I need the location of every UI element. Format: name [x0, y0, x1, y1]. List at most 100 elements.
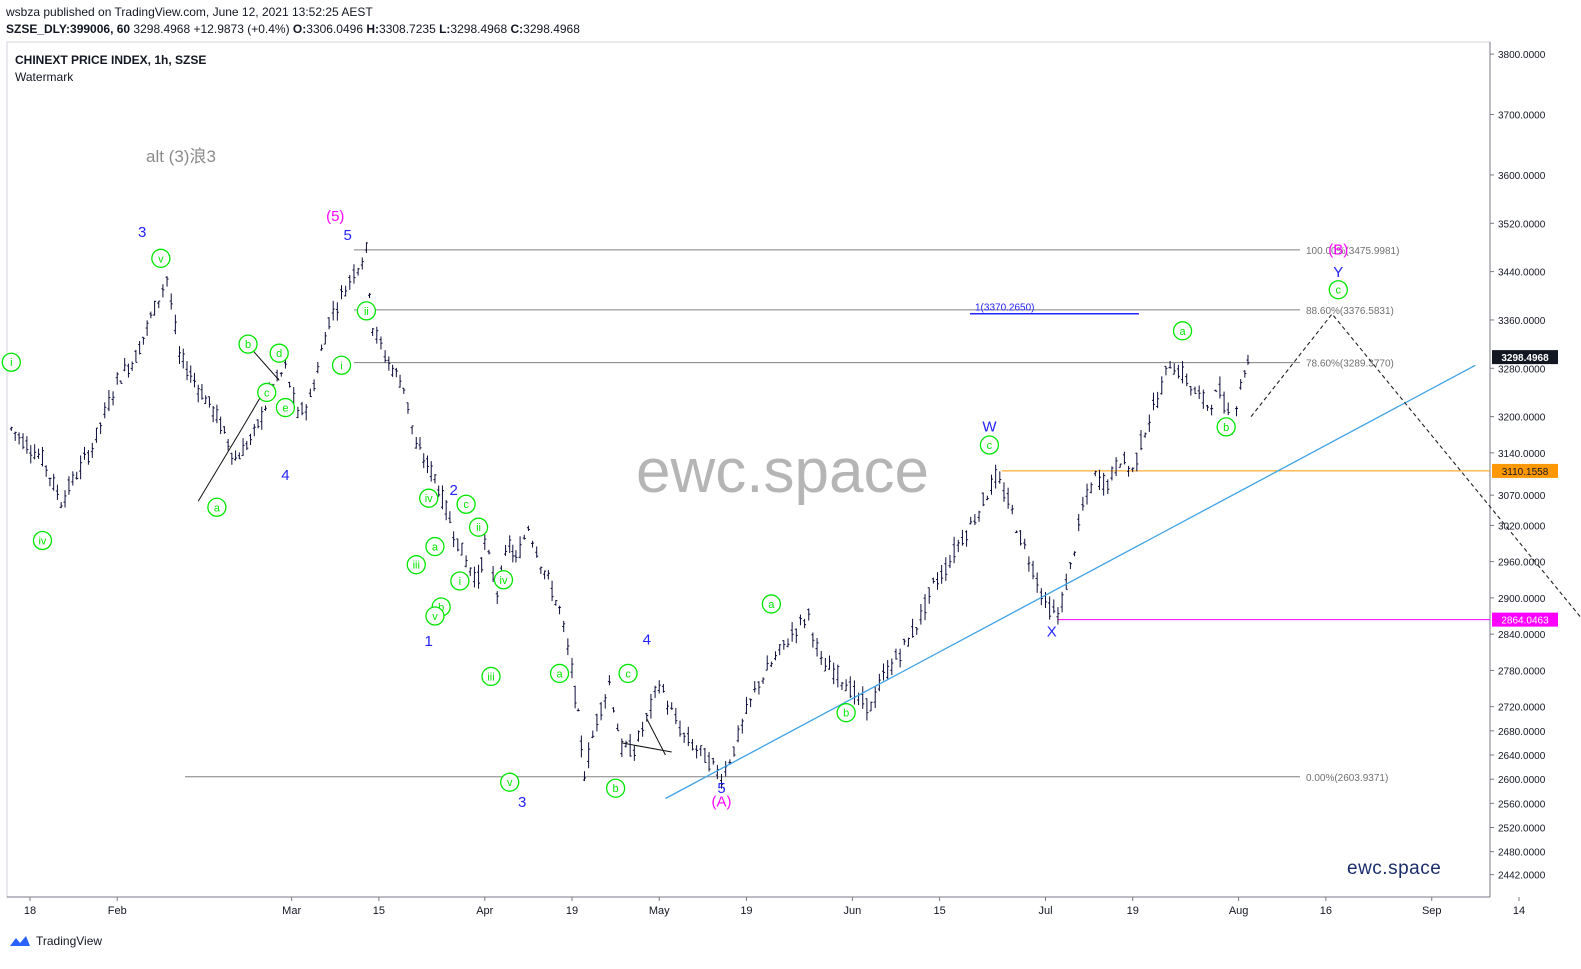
- time-tick-label: 19: [1127, 905, 1139, 917]
- price-tick-label: 3070.0000: [1498, 491, 1546, 502]
- wave-label-minor: c: [463, 499, 469, 511]
- wave-label-minor: a: [556, 668, 563, 680]
- open-label: O:: [292, 22, 307, 36]
- wave-label-intermediate: 1: [425, 633, 433, 650]
- wave-label-minor: iv: [38, 535, 46, 547]
- wave-label-minor: c: [1336, 285, 1342, 297]
- low-value: 3298.4968: [450, 22, 508, 36]
- tradingview-logo[interactable]: TradingView: [8, 934, 102, 948]
- close-label: C:: [510, 22, 524, 36]
- wave-label-minor: c: [264, 387, 270, 399]
- wave-label-circle: [275, 397, 296, 418]
- wave-label-minor: a: [214, 502, 221, 514]
- chart-axes: 3800.00003700.00003600.00003520.00003440…: [6, 41, 1546, 917]
- high-label: H:: [366, 22, 380, 36]
- watermark-label[interactable]: Watermark: [15, 70, 74, 84]
- wave-label-circle: [257, 382, 277, 403]
- wave-label-minor: b: [1223, 422, 1229, 434]
- time-tick-label: Jul: [1038, 905, 1052, 917]
- wave-label-intermediate: 4: [643, 631, 651, 648]
- wave-label-circle: [450, 571, 470, 591]
- published-line: wsbza published on TradingView.com, June…: [6, 5, 373, 19]
- price-tick-label: 3520.0000: [1498, 219, 1546, 230]
- wave-label-circle: [151, 248, 171, 268]
- wave-label-minor: b: [843, 708, 849, 720]
- wave-label-circle: [481, 666, 501, 687]
- wave-label-circle: [836, 703, 856, 723]
- wave-label-intermediate: Y: [1333, 264, 1343, 281]
- wave-label-minor: ii: [476, 522, 481, 534]
- time-tick-label: Feb: [108, 905, 127, 917]
- high-value: 3308.7235: [379, 22, 436, 36]
- fib-level-label: 88.60%(3376.5831): [1306, 306, 1394, 317]
- wave-label-minor: b: [245, 339, 251, 351]
- wave-label-minor: v: [432, 611, 438, 623]
- price-tick-label: 2520.0000: [1498, 824, 1546, 835]
- price-tick-label: 2680.0000: [1498, 727, 1546, 738]
- wave-label-circle: [468, 517, 489, 537]
- wave-label-circle: [269, 343, 289, 363]
- price-tick-label: 2640.0000: [1498, 751, 1546, 762]
- wave-label-minor: i: [10, 357, 12, 369]
- wave-label-circle: [979, 435, 1000, 455]
- time-tick-label: Mar: [282, 905, 301, 917]
- wave-label-minor: ii: [364, 306, 369, 318]
- tradingview-label: TradingView: [36, 934, 103, 948]
- wave-label-minor: v: [507, 777, 513, 789]
- wave-label-minor: a: [1179, 326, 1186, 338]
- open-value: 3306.0496: [306, 22, 363, 36]
- symbol-title[interactable]: CHINEXT PRICE INDEX, 1h, SZSE: [15, 53, 207, 67]
- wave-label-minor: b: [613, 783, 619, 795]
- wave-label-intermediate: 5: [344, 227, 352, 244]
- time-tick-label: Jun: [843, 905, 861, 917]
- wave-label-circle: [500, 772, 520, 792]
- wave-label-minor: b: [438, 602, 444, 614]
- price-tick-label: 3800.0000: [1498, 50, 1546, 61]
- fib-levels: 100.00%(3475.9981) 88.60%(3376.5831) 78.60…: [185, 246, 1558, 784]
- target-level-label: 1(3370.2650): [975, 303, 1035, 314]
- wave-label-minor: d: [276, 348, 282, 360]
- triangle-lower-line: [197, 386, 268, 502]
- trendline: [665, 364, 1476, 800]
- wave-label-circle: [425, 606, 445, 626]
- level-price-tag: [1492, 612, 1558, 627]
- symbol-line: SZSE_DLY:399006, 60: [6, 22, 131, 36]
- wave-label-intermediate: 3: [518, 794, 526, 811]
- time-tick-label: 19: [740, 905, 752, 917]
- wave-label-circle: [331, 355, 352, 375]
- last-price-tag: [1492, 350, 1558, 365]
- price-tick-label: 2900.0000: [1498, 594, 1546, 605]
- wave-label-circle: [493, 570, 514, 590]
- wave-label-primary: (B): [1328, 242, 1348, 259]
- wave-label-intermediate: 4: [281, 467, 289, 484]
- level-price-tag: [1492, 463, 1558, 478]
- projection-path: [1250, 313, 1581, 619]
- wave-label-minor: a: [432, 542, 439, 554]
- wave-label-minor: c: [625, 668, 631, 680]
- price-tick-label: 2840.0000: [1498, 630, 1546, 641]
- wave-label-minor: e: [282, 403, 288, 415]
- alt-wave-note: alt (3)浪3: [146, 147, 216, 166]
- wave-label-minor: iii: [487, 671, 494, 683]
- wave-label-circle: [761, 594, 782, 614]
- wave-label-minor: iv: [425, 493, 433, 505]
- price-tick-label: 3600.0000: [1498, 171, 1546, 182]
- drawings: [197, 313, 1581, 800]
- time-tick-label: 15: [933, 905, 945, 917]
- wave-label-circle: [549, 663, 570, 684]
- price-tick-label: 2720.0000: [1498, 703, 1546, 714]
- price-tick-label: 3020.0000: [1498, 521, 1546, 532]
- wave-label-intermediate: W: [982, 419, 997, 436]
- wave-label-circle: [356, 301, 377, 321]
- wave-label-circle: [1216, 417, 1236, 437]
- brand-text: ewc.space: [1347, 858, 1442, 879]
- price-tick-label: 2442.0000: [1498, 871, 1546, 882]
- wave-label-intermediate: 2: [449, 482, 457, 499]
- change-value: +12.9873 (+0.4%): [193, 22, 290, 36]
- price-tick-label: 3280.0000: [1498, 364, 1546, 375]
- price-tick-label: 3700.0000: [1498, 111, 1546, 122]
- wave-label-circle: [238, 334, 258, 354]
- wave-label-circle: [1, 352, 21, 372]
